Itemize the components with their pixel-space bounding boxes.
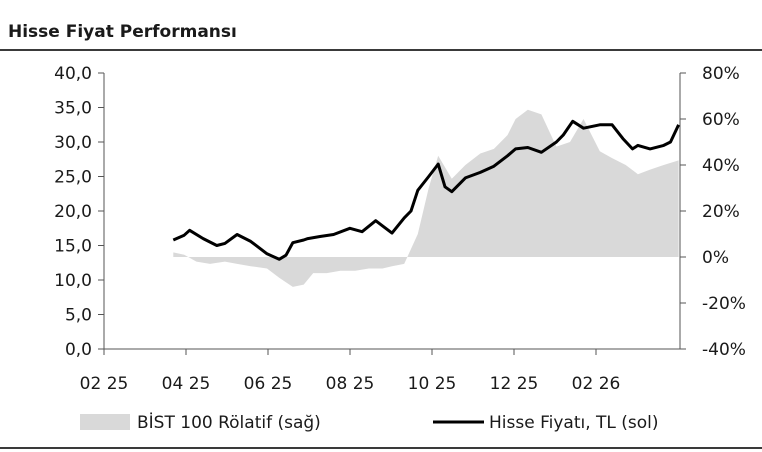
left-tick-label: 40,0 (54, 64, 92, 84)
line-series-share-price (172, 119, 680, 261)
area-series-bist100-relative (173, 109, 679, 287)
line-series-layer (172, 119, 680, 261)
left-tick-label: 15,0 (54, 237, 92, 257)
right-tick-label: -20% (702, 294, 746, 314)
x-tick-label: 02 26 (572, 374, 621, 394)
right-tick-label: 60% (702, 110, 740, 130)
left-tick-label: 30,0 (54, 133, 92, 153)
x-tick-label: 12 25 (490, 374, 539, 394)
chart-title: Hisse Fiyat Performansı (8, 22, 237, 42)
left-tick-label: 25,0 (54, 168, 92, 188)
legend-label-bist100-relative: BİST 100 Rölatif (sağ) (137, 412, 321, 433)
footer-rule (0, 447, 762, 449)
right-tick-label: 80% (702, 64, 740, 84)
legend-swatch-bist100-relative (80, 414, 130, 430)
right-tick-label: 0% (702, 248, 729, 268)
legend-label-share-price: Hisse Fiyatı, TL (sol) (489, 413, 659, 433)
left-tick-label: 5,0 (65, 306, 92, 326)
left-tick-label: 0,0 (65, 340, 92, 360)
tick-label-layer: 40,0 35,0 30,0 25,0 20,0 15,0 10,0 5,0 0,0 80% 60%… (54, 64, 746, 394)
axes-layer (98, 72, 686, 355)
header-rule (0, 49, 762, 51)
right-tick-label: -40% (702, 340, 746, 360)
left-tick-label: 20,0 (54, 202, 92, 222)
right-tick-label: 20% (702, 202, 740, 222)
left-tick-label: 10,0 (54, 271, 92, 291)
area-series-layer (173, 109, 679, 287)
x-tick-label: 04 25 (162, 374, 211, 394)
x-tick-label: 10 25 (408, 374, 457, 394)
x-tick-label: 02 25 (80, 374, 129, 394)
x-tick-label: 06 25 (244, 374, 293, 394)
left-tick-label: 35,0 (54, 99, 92, 119)
right-tick-label: 40% (702, 156, 740, 176)
legend: BİST 100 Rölatif (sağ) Hisse Fiyatı, TL (… (80, 412, 659, 433)
x-tick-label: 08 25 (326, 374, 375, 394)
